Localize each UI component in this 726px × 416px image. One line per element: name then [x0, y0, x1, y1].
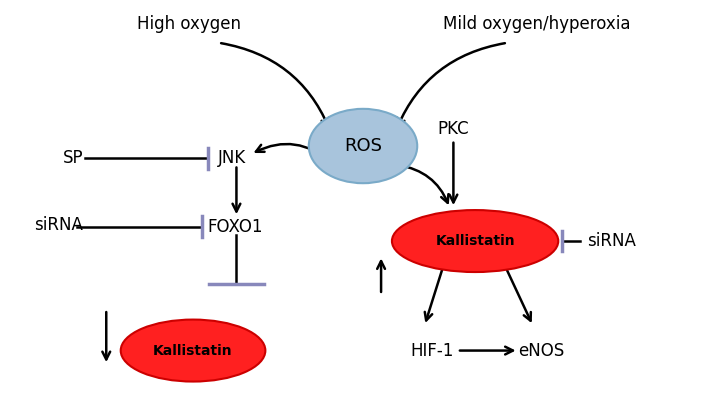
Ellipse shape: [121, 319, 266, 381]
Text: siRNA: siRNA: [587, 232, 636, 250]
FancyArrowPatch shape: [397, 43, 505, 126]
Text: SP: SP: [63, 149, 83, 167]
Text: JNK: JNK: [219, 149, 247, 167]
Text: PKC: PKC: [438, 121, 469, 139]
FancyArrowPatch shape: [399, 165, 449, 203]
Text: siRNA: siRNA: [34, 215, 83, 233]
Ellipse shape: [392, 210, 558, 272]
Text: HIF-1: HIF-1: [410, 342, 453, 359]
Text: eNOS: eNOS: [518, 342, 565, 359]
FancyArrowPatch shape: [256, 144, 332, 163]
Text: FOXO1: FOXO1: [208, 218, 263, 235]
Text: High oxygen: High oxygen: [137, 15, 242, 33]
Text: Mild oxygen/hyperoxia: Mild oxygen/hyperoxia: [443, 15, 630, 33]
Text: Kallistatin: Kallistatin: [153, 344, 233, 358]
Ellipse shape: [309, 109, 417, 183]
Text: Kallistatin: Kallistatin: [436, 234, 515, 248]
FancyArrowPatch shape: [221, 43, 329, 126]
Text: ROS: ROS: [344, 137, 382, 155]
